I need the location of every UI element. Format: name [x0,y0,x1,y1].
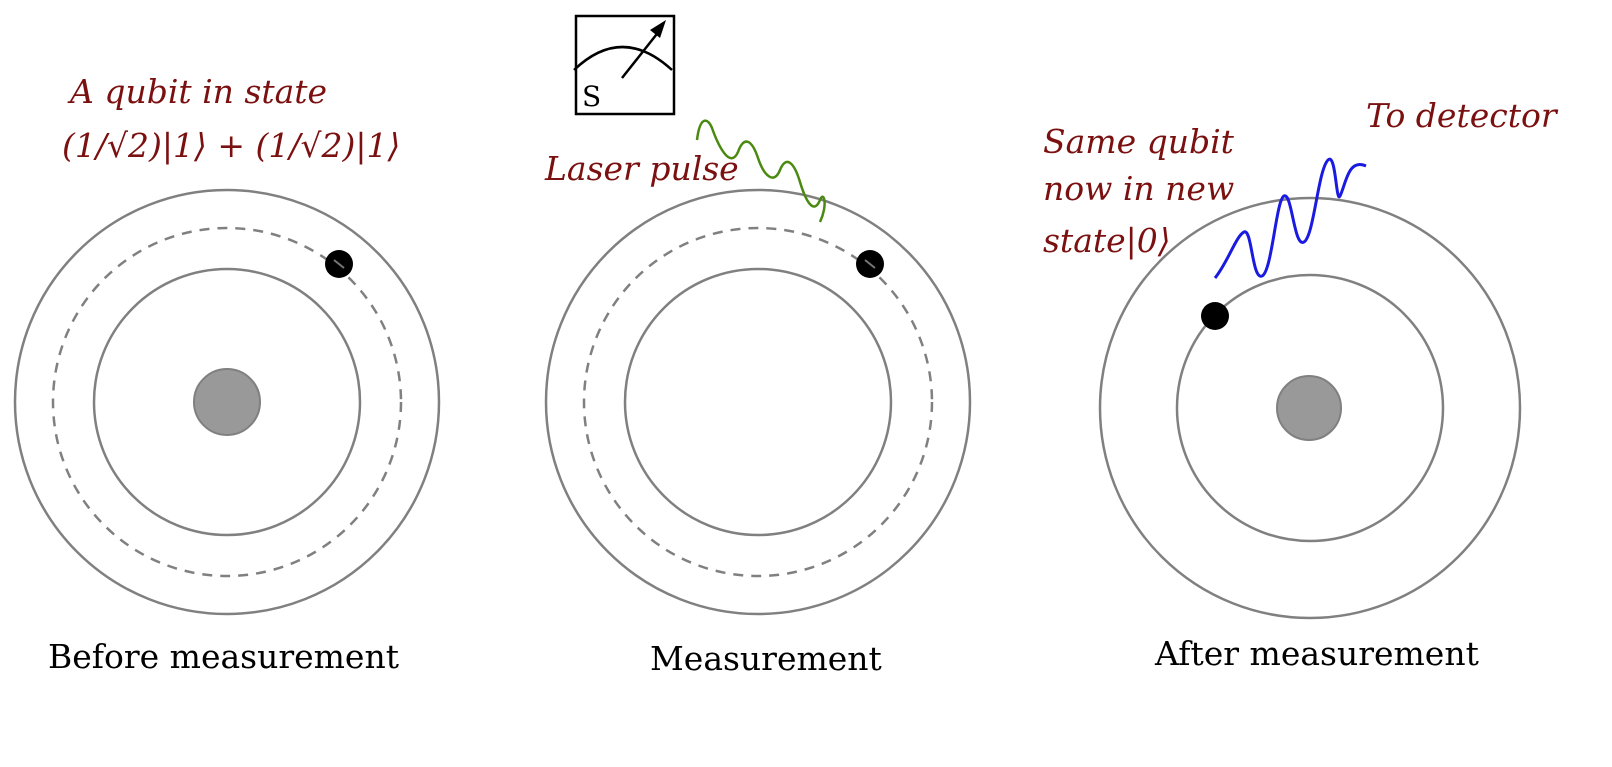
meter-label: S [582,80,601,113]
to-detector-label: To detector [1366,96,1559,135]
caption-measurement: Measurement [650,639,882,678]
annotation-line-1: A qubit in state [67,72,327,111]
photon-wave-icon [1213,157,1367,279]
meter-icon: S [573,14,676,116]
outer-orbit [1098,196,1522,620]
annotation-line-2: (1/√2)|1⟩ + (1/√2)|1⟩ [62,126,400,165]
electron-highlight [864,259,876,269]
excited-orbit-dashed [582,226,934,578]
laser-pulse-label: Laser pulse [544,149,739,188]
nucleus [1276,375,1342,441]
ground-orbit [1175,273,1445,543]
outer-orbit [544,188,972,616]
caption-before: Before measurement [48,637,399,676]
ground-orbit [92,267,362,537]
panel-measurement: S Laser pulse Measurement [544,14,972,678]
ground-orbit [623,267,893,537]
annotation-line-2: now in new [1043,169,1234,208]
panel-before: A qubit in state (1/√2)|1⟩ + (1/√2)|1⟩ B… [13,72,441,676]
caption-after: After measurement [1154,634,1479,673]
nucleus [193,368,261,436]
laser-wave-icon [695,119,826,223]
outer-orbit [13,188,441,616]
annotation-line-3: state|0⟩ [1043,221,1171,260]
electron [1201,302,1229,330]
excited-orbit-dashed [51,226,403,578]
panel-after: To detector Same qubit now in new state|… [1043,96,1559,673]
annotation-line-1: Same qubit [1043,122,1235,161]
electron-highlight [333,259,345,269]
